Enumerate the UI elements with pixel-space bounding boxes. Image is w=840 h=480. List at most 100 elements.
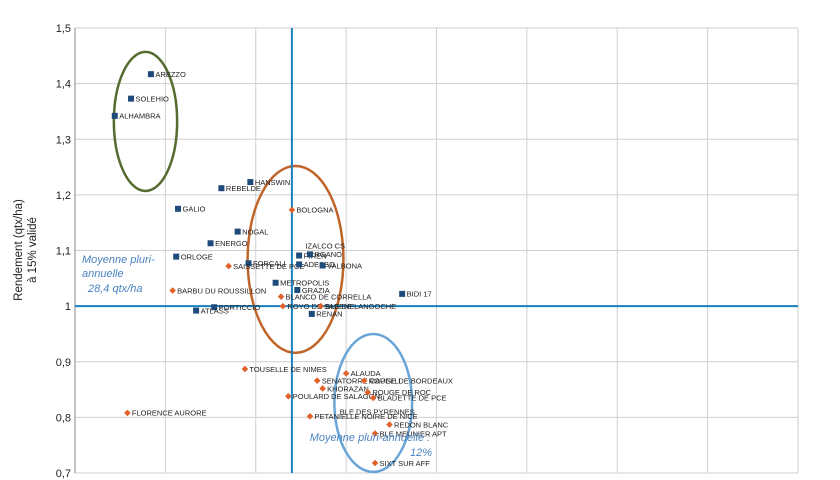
y-axis-label-line: Rendement (qtx/ha) (13, 199, 25, 301)
point-label: BLADETTE DE PCE (378, 394, 447, 403)
y-axis-ticks: 0,7 0,8 0,9 1 1,1 1,2 1,3 1,4 1,5 (56, 23, 71, 480)
green-group-ellipse (112, 50, 179, 193)
point-label: HANSWIN (255, 178, 290, 187)
point-label: PIREN (304, 251, 327, 260)
y-axis-label-line: à 15% validé (27, 217, 39, 283)
point-marker (317, 302, 325, 310)
point-label: BLANCO DE CORRELLA (286, 292, 372, 301)
mean-yield-annotation: annuelle (82, 268, 124, 280)
point-label: ORLOGE (181, 252, 213, 261)
point-label: BOLOGNA (296, 206, 333, 215)
point-label: TOUSELLE DE NIMES (249, 365, 326, 374)
y-tick-label: 0,7 (56, 468, 71, 480)
point-label: ATLASS (201, 306, 229, 315)
point-marker (306, 412, 314, 420)
point-marker (313, 377, 321, 384)
point-label: GRAZIA (302, 286, 330, 295)
point-label: SENATORRE CAPELLI (322, 376, 401, 385)
annotations: Moyenne pluri-annuelle 28,4 qtx/ha Moyenne… (82, 254, 432, 459)
point-marker (147, 71, 154, 78)
point-marker (277, 293, 285, 300)
point-marker (342, 370, 350, 377)
point-label: METROPOLIS (280, 279, 329, 288)
point-label: BLE DES PYRENNES (340, 408, 415, 417)
y-tick-label: 1,5 (56, 23, 71, 35)
point-label: PORTICCIO (219, 303, 261, 312)
point-marker (207, 240, 214, 247)
point-label: BARBU DU ROUSSILLON (177, 286, 266, 295)
point-label: ROUGE DE BORDEAUX (369, 376, 453, 385)
y-tick-label: 1,2 (56, 190, 71, 202)
point-marker (306, 251, 313, 258)
point-marker (371, 459, 379, 467)
reference-lines (75, 28, 798, 473)
point-label: FLORENCE AURORE (132, 409, 207, 418)
point-marker (364, 389, 372, 396)
point-label: POULARD DE SALAGON (293, 392, 380, 401)
point-label: ENERGO (215, 239, 248, 248)
point-label: IZALCO CS (305, 241, 345, 250)
point-marker (225, 262, 232, 270)
point-marker (175, 205, 182, 212)
group-ellipses (112, 50, 414, 474)
point-marker (193, 307, 200, 314)
gridlines (74, 27, 799, 474)
y-axis-label: Rendement (qtx/ha) à 15% validé (13, 199, 39, 301)
point-label: RGANO (314, 250, 342, 259)
point-label: ADESSO (304, 260, 335, 269)
point-marker (173, 253, 180, 260)
point-label: VALBONA (327, 261, 362, 270)
y-tick-label: 1,1 (56, 246, 71, 258)
y-tick-label: 0,8 (56, 412, 71, 424)
y-tick-label: 1 (65, 301, 71, 313)
point-marker (218, 185, 225, 192)
point-marker (241, 365, 249, 373)
point-label: ROUGE DE ROC (372, 388, 431, 397)
point-marker (371, 430, 379, 437)
point-label: BLE DE LANGOCHE (325, 302, 396, 311)
point-label: ALHAMBRA (119, 112, 160, 121)
point-marker (234, 228, 241, 235)
point-marker (124, 409, 131, 417)
point-marker (369, 394, 377, 402)
point-label: ALAUDA (351, 369, 381, 378)
point-marker (284, 392, 292, 400)
point-label: FORCALI (253, 259, 286, 268)
point-marker (288, 206, 296, 214)
point-marker (399, 290, 406, 297)
point-marker (294, 286, 301, 293)
point-marker (296, 252, 303, 259)
point-marker (296, 261, 303, 268)
point-label: REDON BLANC (394, 420, 449, 429)
point-label: GALIO (183, 205, 206, 214)
point-label: SAISSETTE DE PCE (233, 262, 304, 271)
point-marker (272, 279, 279, 286)
mean-x-annotation: Moyenne pluri-annuelle : (310, 432, 430, 444)
point-marker (111, 112, 118, 119)
point-label: RENAN (316, 310, 342, 319)
point-marker (360, 377, 368, 384)
point-label: BLE MEUNIER APT (380, 429, 448, 438)
point-marker (319, 385, 326, 392)
point-marker (279, 302, 287, 310)
blue-group-ellipse (333, 332, 414, 474)
mean-yield-annotation: 28,4 qtx/ha (87, 283, 142, 295)
point-label: NOGAL (242, 227, 268, 236)
y-tick-label: 1,3 (56, 134, 71, 146)
point-label: KHORAZAN (327, 384, 369, 393)
point-label: SOLEHIO (136, 94, 170, 103)
orange-group-ellipse (246, 164, 345, 355)
point-label: BIDI 17 (407, 290, 432, 299)
mean-yield-annotation: Moyenne pluri- (82, 254, 155, 266)
y-tick-label: 1,4 (56, 79, 71, 91)
point-marker (386, 421, 393, 428)
point-label: AREZZO (155, 70, 186, 79)
point-marker (245, 260, 252, 267)
point-marker (211, 304, 218, 311)
point-marker (308, 310, 315, 317)
mean-x-annotation: 12% (410, 447, 432, 459)
point-label: PETANIELLE NOIRE DE NICE (314, 412, 417, 421)
y-tick-label: 0,9 (56, 357, 71, 369)
